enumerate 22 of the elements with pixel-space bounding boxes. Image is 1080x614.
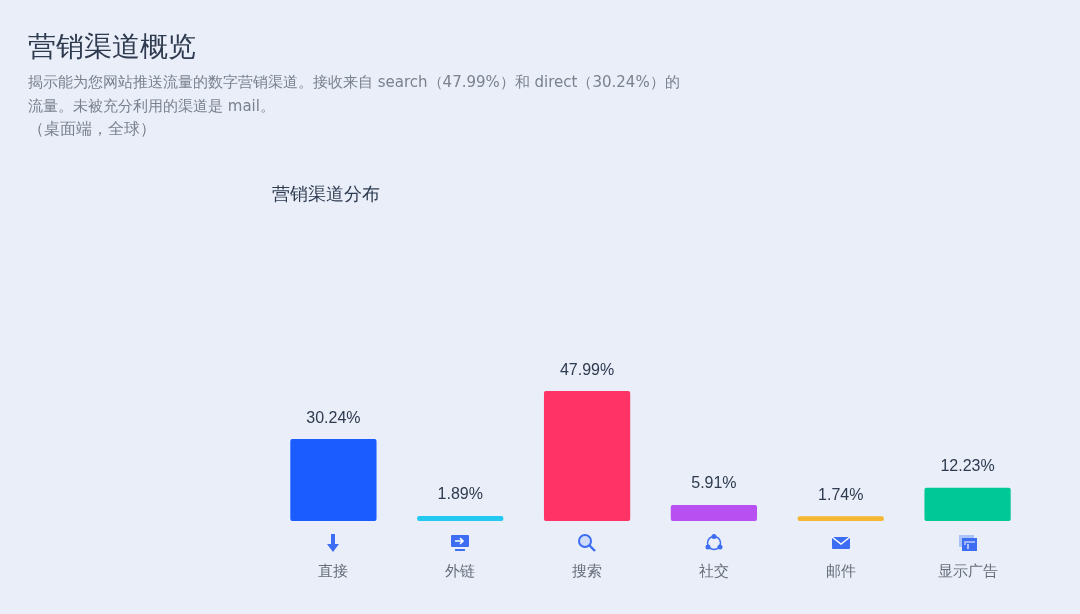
x-tick-label: 直接 [318, 562, 349, 579]
x-tick-label: 外链 [445, 562, 476, 579]
data-label: 30.24% [306, 408, 361, 426]
x-tick-label: 社交 [698, 562, 729, 579]
data-label: 1.74% [818, 485, 864, 503]
bar [670, 504, 758, 521]
data-label: 12.23% [940, 457, 995, 475]
chart-title: 营销渠道概览 [28, 29, 196, 65]
data-label: 5.91% [691, 474, 737, 492]
bar [924, 487, 1011, 521]
bar [797, 516, 884, 521]
chart-subtitle: 揭示能为您网站推送流量的数字营销渠道。接收来自 search（47.99%）和 direct（30.24%）的流量。未被充分利用的渠道是 mail。 [28, 72, 681, 117]
text: 营销渠道分布 [272, 182, 380, 206]
bar [290, 439, 377, 521]
x-tick-label: 邮件 [825, 562, 856, 579]
x-tick-label: 显示广告 [937, 562, 998, 579]
data-label: 47.99% [559, 360, 615, 378]
text: （桌面端，全球） [28, 119, 156, 140]
bar [417, 515, 504, 521]
bar [543, 391, 631, 521]
data-label: 1.89% [437, 485, 483, 503]
x-tick-label: 搜索 [572, 562, 603, 579]
